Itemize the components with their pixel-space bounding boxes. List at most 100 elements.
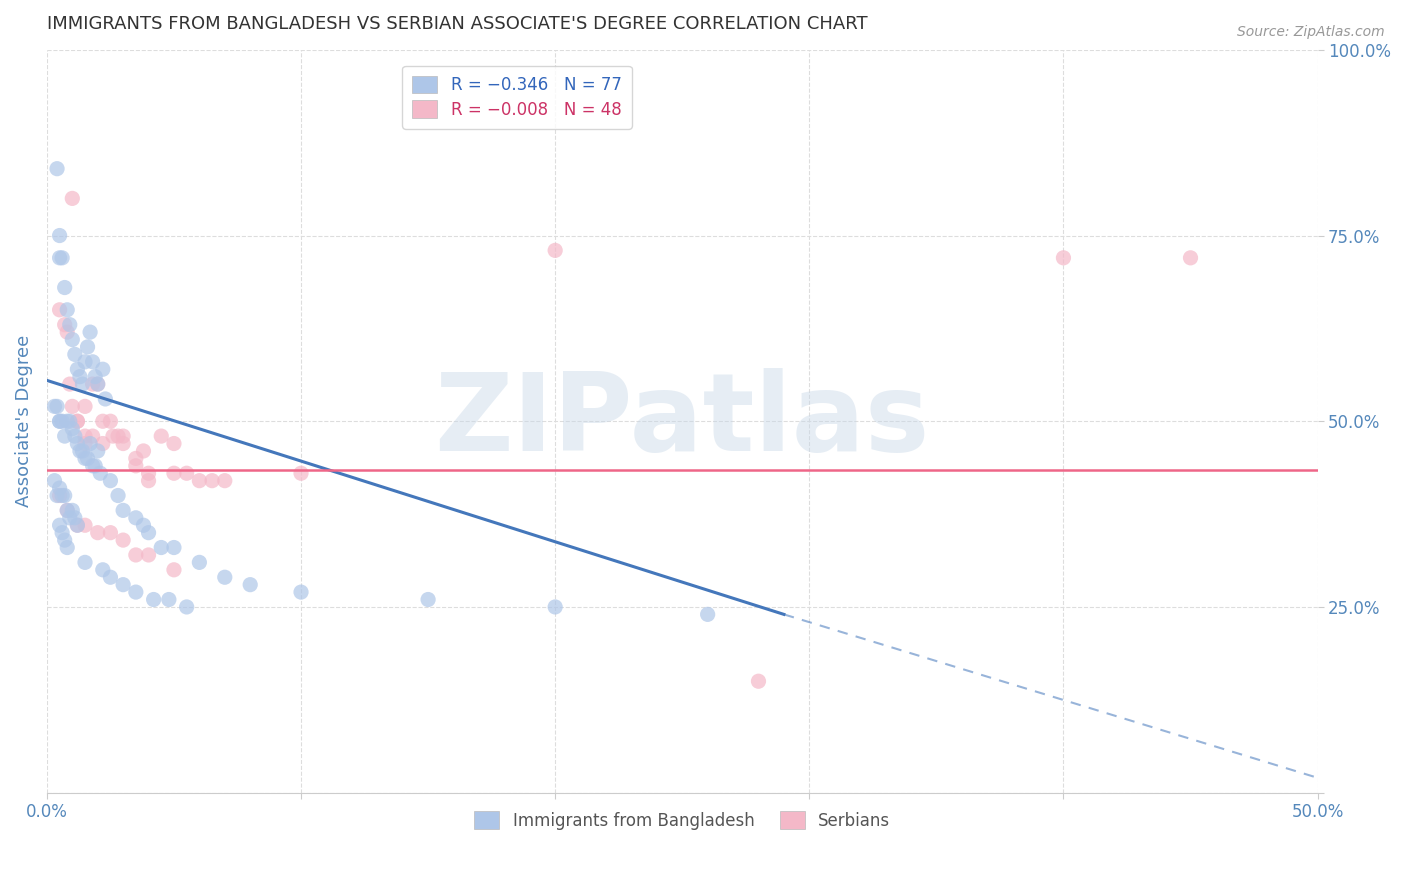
- Point: [91, 436, 114, 450]
- Point: [59, 318, 82, 332]
- Text: ZIPatlas: ZIPatlas: [434, 368, 929, 475]
- Point: [89, 467, 111, 481]
- Point: [125, 451, 148, 466]
- Point: [107, 429, 129, 443]
- Point: [51, 525, 73, 540]
- Point: [82, 458, 104, 473]
- Point: [59, 377, 82, 392]
- Point: [86, 377, 108, 392]
- Point: [44, 474, 66, 488]
- Point: [48, 302, 70, 317]
- Point: [239, 577, 262, 591]
- Point: [63, 429, 86, 443]
- Point: [51, 489, 73, 503]
- Point: [138, 525, 160, 540]
- Point: [125, 548, 148, 562]
- Point: [60, 503, 83, 517]
- Text: Source: ZipAtlas.com: Source: ZipAtlas.com: [1237, 25, 1385, 39]
- Point: [142, 592, 165, 607]
- Point: [1052, 251, 1074, 265]
- Point: [94, 392, 117, 406]
- Point: [53, 429, 76, 443]
- Point: [112, 503, 135, 517]
- Point: [747, 674, 769, 689]
- Point: [214, 474, 236, 488]
- Point: [79, 436, 101, 450]
- Point: [201, 474, 224, 488]
- Point: [66, 362, 89, 376]
- Point: [214, 570, 236, 584]
- Point: [73, 436, 96, 450]
- Point: [60, 422, 83, 436]
- Point: [290, 467, 312, 481]
- Point: [73, 355, 96, 369]
- Point: [100, 570, 122, 584]
- Point: [82, 355, 104, 369]
- Point: [76, 451, 98, 466]
- Point: [125, 458, 148, 473]
- Point: [1180, 251, 1202, 265]
- Point: [48, 489, 70, 503]
- Point: [100, 474, 122, 488]
- Point: [79, 325, 101, 339]
- Point: [51, 414, 73, 428]
- Point: [48, 518, 70, 533]
- Point: [66, 518, 89, 533]
- Point: [86, 444, 108, 458]
- Point: [112, 533, 135, 547]
- Point: [544, 244, 567, 258]
- Point: [91, 414, 114, 428]
- Point: [53, 280, 76, 294]
- Point: [163, 541, 186, 555]
- Point: [91, 362, 114, 376]
- Point: [56, 325, 79, 339]
- Point: [86, 377, 108, 392]
- Y-axis label: Associate's Degree: Associate's Degree: [15, 335, 32, 508]
- Point: [56, 541, 79, 555]
- Point: [46, 489, 69, 503]
- Point: [176, 599, 198, 614]
- Point: [91, 563, 114, 577]
- Point: [60, 191, 83, 205]
- Point: [59, 511, 82, 525]
- Legend: Immigrants from Bangladesh, Serbians: Immigrants from Bangladesh, Serbians: [468, 805, 897, 837]
- Point: [72, 377, 94, 392]
- Point: [66, 436, 89, 450]
- Point: [138, 467, 160, 481]
- Point: [44, 400, 66, 414]
- Point: [416, 592, 439, 607]
- Point: [73, 429, 96, 443]
- Point: [56, 302, 79, 317]
- Point: [150, 541, 173, 555]
- Point: [696, 607, 718, 622]
- Point: [544, 599, 567, 614]
- Point: [66, 414, 89, 428]
- Point: [53, 318, 76, 332]
- Point: [46, 161, 69, 176]
- Point: [73, 555, 96, 569]
- Point: [132, 444, 155, 458]
- Point: [56, 503, 79, 517]
- Point: [48, 414, 70, 428]
- Point: [125, 511, 148, 525]
- Point: [290, 585, 312, 599]
- Point: [48, 481, 70, 495]
- Point: [112, 436, 135, 450]
- Point: [163, 563, 186, 577]
- Point: [73, 400, 96, 414]
- Point: [188, 555, 211, 569]
- Point: [60, 333, 83, 347]
- Point: [56, 503, 79, 517]
- Point: [163, 436, 186, 450]
- Point: [51, 251, 73, 265]
- Point: [150, 429, 173, 443]
- Point: [72, 444, 94, 458]
- Point: [63, 347, 86, 361]
- Point: [100, 414, 122, 428]
- Point: [138, 548, 160, 562]
- Point: [73, 518, 96, 533]
- Point: [66, 518, 89, 533]
- Point: [101, 429, 124, 443]
- Point: [48, 251, 70, 265]
- Point: [163, 467, 186, 481]
